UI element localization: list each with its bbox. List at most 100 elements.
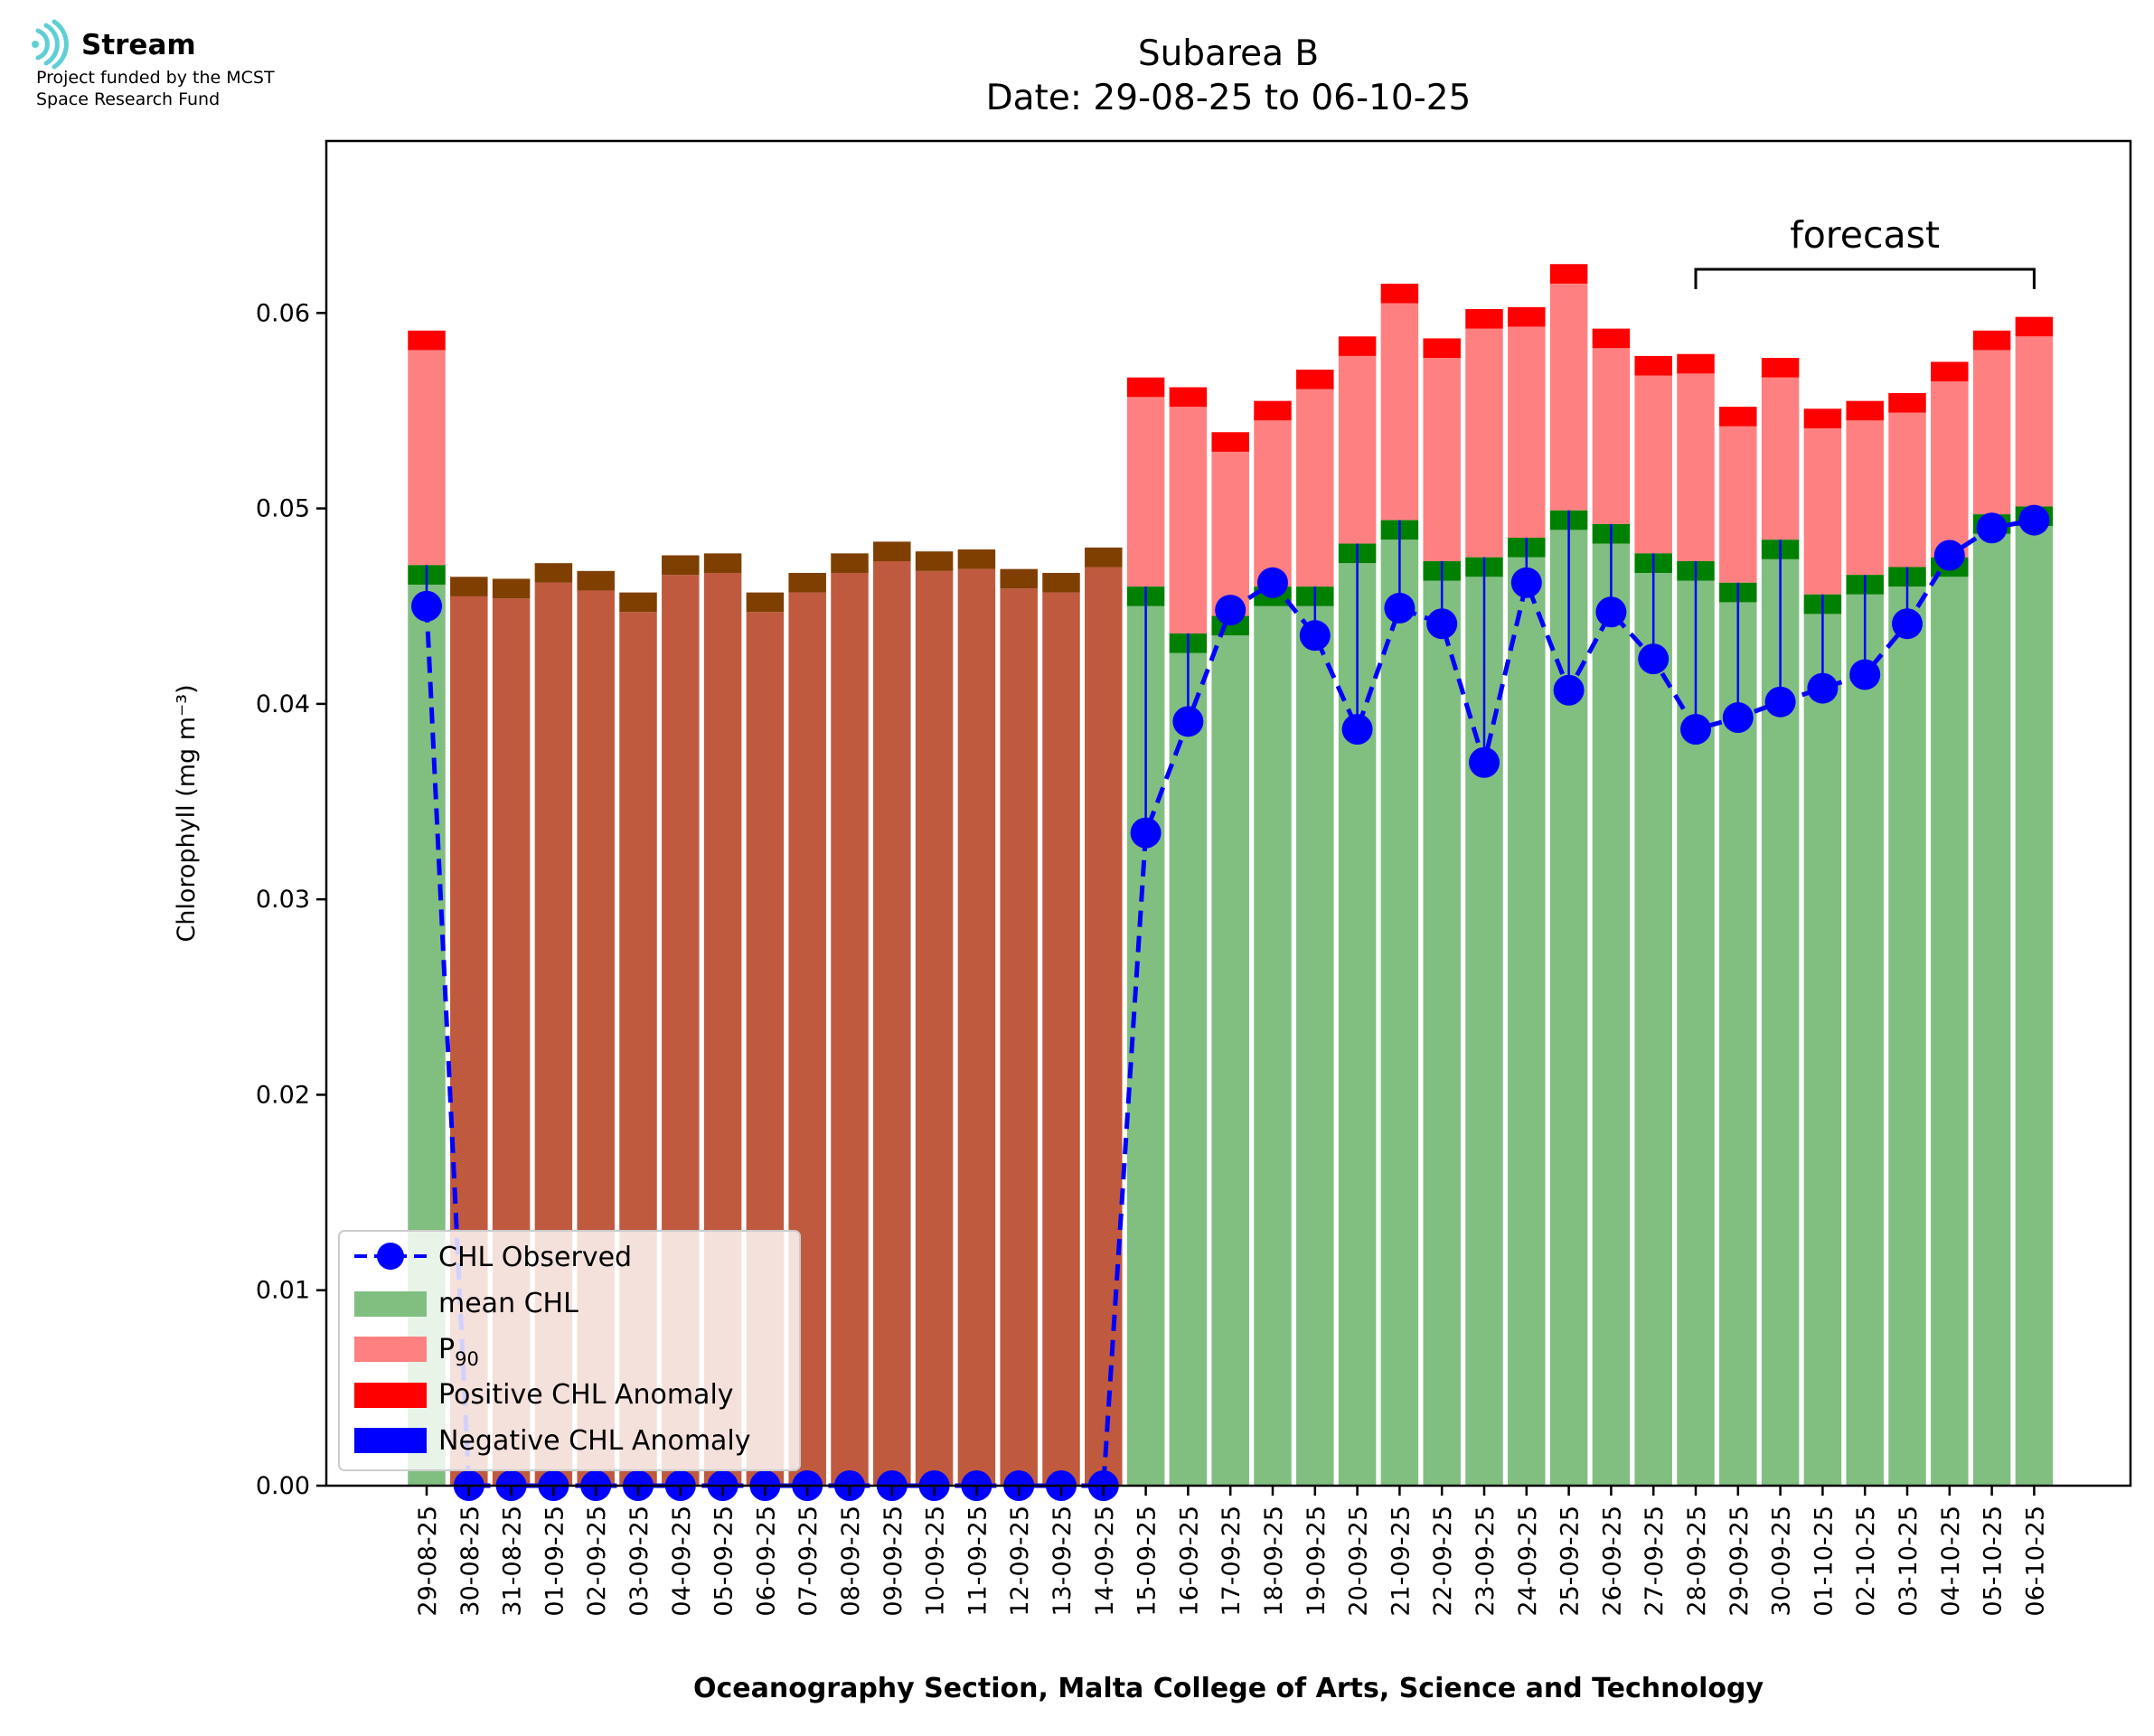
mean-chl-bar [1846,594,1884,1486]
x-tick-label: 08-09-25 [837,1506,865,1617]
p90-anomaly-band [1931,361,1969,382]
chl-observed-point [1469,746,1500,778]
chl-observed-point [1933,540,1965,571]
chl-observed-point [1807,672,1839,704]
chl-observed-point [1764,686,1796,718]
chl-observed-point [1172,706,1204,737]
chl-observed-point [1849,659,1881,690]
p90-anomaly-band [1549,264,1588,284]
y-axis: 0.00 0.01 0.02 0.03 0.04 0.05 0.06 [256,299,326,1500]
stream-logo: Stream Project funded by the MCST Space … [32,19,275,109]
p90-anomaly-band [408,330,446,351]
x-tick-label: 14-09-25 [1091,1506,1119,1617]
p90-bar [1761,377,1800,540]
y-tick-label: 0.06 [256,299,310,327]
y-tick-label: 0.00 [256,1472,310,1500]
p90-bar [1972,350,2011,515]
legend-item-negative-anomaly: Negative CHL Anomaly [354,1425,751,1457]
legend-label: Negative CHL Anomaly [438,1425,751,1457]
x-tick-label: 26-09-25 [1598,1506,1626,1617]
chl-observed-point [1680,714,1711,745]
p90-bar [1211,451,1249,616]
x-tick-label: 01-09-25 [541,1506,569,1617]
chl-observed-point [1976,512,2008,544]
p90-bar [1634,375,1672,554]
x-tick-label: 27-09-25 [1641,1506,1669,1617]
p90-bar [1888,412,1926,568]
x-tick-label: 17-09-25 [1218,1506,1246,1617]
x-tick-label: 03-10-25 [1895,1506,1923,1617]
x-axis-label: Oceanography Section, Malta College of A… [693,1673,1764,1704]
legend-item-chl-observed: CHL Observed [354,1242,632,1273]
x-tick-label: 20-09-25 [1345,1506,1373,1617]
p90-anomaly-band [1592,328,1631,349]
no-data-mean-band [831,553,869,573]
x-tick-label: 30-09-25 [1768,1506,1796,1617]
no-data-bar [915,570,954,1486]
x-tick-label: 05-09-25 [710,1506,738,1617]
chl-observed-point [1638,643,1670,675]
y-tick-label: 0.03 [256,886,310,914]
p90-anomaly-band [1211,432,1249,452]
mean-chl-bar [1972,533,2011,1486]
x-tick-label: 29-09-25 [1726,1506,1754,1617]
no-data-mean-band [788,572,826,593]
legend-label: Positive CHL Anomaly [438,1379,734,1411]
p90-bar [1338,355,1377,544]
chl-observed-point [1215,595,1246,626]
mean-chl-bar [1423,580,1461,1486]
mean-chl-bar [1719,602,1757,1486]
x-tick-label: 29-08-25 [414,1506,442,1617]
p90-anomaly-band [1296,370,1334,389]
p90-anomaly-band [1719,407,1757,427]
p90-bar [1549,283,1588,511]
p90-bar [1126,397,1165,587]
x-tick-label: 30-08-25 [456,1506,484,1617]
x-tick-label: 16-09-25 [1175,1506,1203,1617]
no-data-bar [957,568,996,1486]
x-tick-label: 11-09-25 [964,1506,992,1617]
chl-observed-point [1722,702,1754,734]
p90-anomaly-band [1972,330,2011,351]
x-tick-label: 19-09-25 [1303,1506,1331,1617]
p90-bar [408,350,446,566]
p90-anomaly-band [1846,400,1884,421]
p90-bar [2015,336,2054,507]
mean-chl-bar [1296,605,1334,1486]
p90-bar [1592,348,1631,524]
chl-observed-point [1510,567,1542,598]
p90-bar [1465,328,1503,558]
y-tick-label: 0.01 [256,1277,310,1305]
legend-item-mean-chl: mean CHL [354,1288,578,1319]
legend: CHL Observed mean CHL P90 Positive CHL A… [338,1230,801,1471]
no-data-mean-band [957,549,996,569]
legend-swatch [354,1383,427,1408]
forecast-label: forecast [1790,213,1940,257]
legend-label: mean CHL [438,1288,578,1319]
x-tick-label: 02-10-25 [1852,1506,1880,1617]
p90-bar [1380,303,1419,521]
x-tick-label: 15-09-25 [1133,1506,1162,1617]
p90-anomaly-band [1803,408,1842,428]
p90-bar [1296,389,1334,587]
no-data-mean-band [619,592,657,613]
no-data-mean-band [492,578,531,599]
p90-anomaly-band [1888,393,1926,413]
x-tick-label: 18-09-25 [1260,1506,1288,1617]
no-data-mean-band [703,553,742,573]
x-tick-label: 28-09-25 [1683,1506,1711,1617]
x-tick-label: 23-09-25 [1472,1506,1500,1617]
legend-swatch [354,1337,427,1362]
observed-layer [411,504,2050,1501]
no-data-mean-band [1085,547,1123,568]
x-tick-label: 12-09-25 [1006,1506,1034,1617]
p90-anomaly-band [1761,358,1800,378]
x-tick-label: 25-09-25 [1557,1506,1585,1617]
y-tick-label: 0.04 [256,690,310,718]
y-axis-label: Chlorophyll (mg m⁻³) [173,684,201,942]
no-data-mean-band [450,577,488,596]
x-tick-label: 24-09-25 [1514,1506,1542,1617]
no-data-mean-band [534,563,573,583]
p90-anomaly-band [1677,353,1715,374]
